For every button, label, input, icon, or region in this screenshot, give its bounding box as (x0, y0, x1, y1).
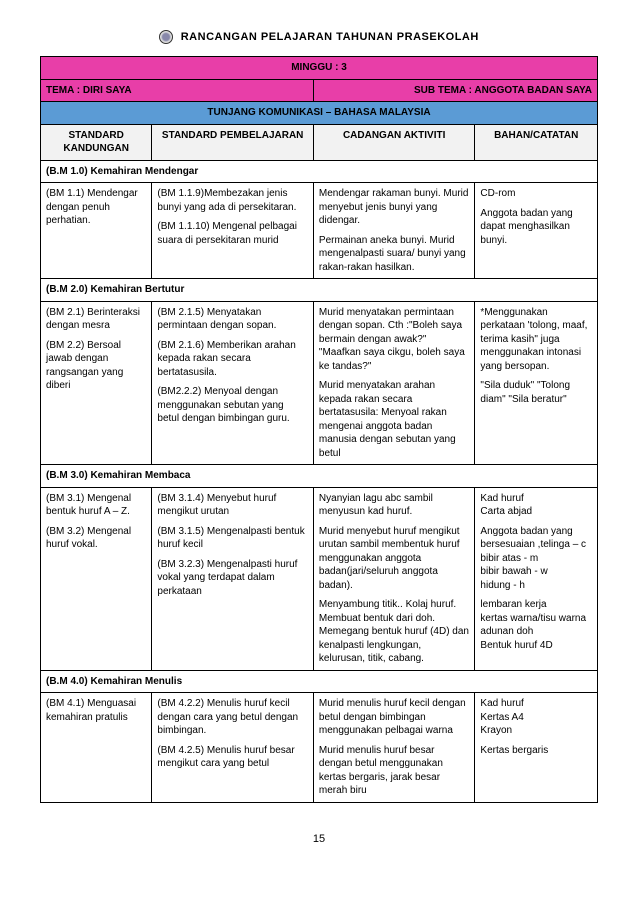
cell-bahan: CD-rom Anggota badan yang dapat menghasi… (475, 183, 598, 279)
doc-title: RANCANGAN PELAJARAN TAHUNAN PRASEKOLAH (40, 30, 598, 44)
cell-bahan: *Menggunakan perkataan 'tolong, maaf, te… (475, 301, 598, 465)
cell-bahan: Kad hurufKertas A4Krayon Kertas bergaris (475, 693, 598, 803)
page-number: 15 (40, 833, 598, 845)
table-row: (BM 1.1) Mendengar dengan penuh perhatia… (41, 183, 598, 279)
cell-bahan: Kad hurufCarta abjad Anggota badan yang … (475, 487, 598, 670)
cell-pembelajaran: (BM 2.1.5) Menyatakan permintaan dengan … (152, 301, 314, 465)
cell-aktiviti: Murid menyatakan permintaan dengan sopan… (313, 301, 475, 465)
cell-kandungan: (BM 1.1) Mendengar dengan penuh perhatia… (41, 183, 152, 279)
cell-pembelajaran: (BM 3.1.4) Menyebut huruf mengikut uruta… (152, 487, 314, 670)
table-row: (BM 3.1) Mengenal bentuk huruf A – Z. (B… (41, 487, 598, 670)
cell-aktiviti: Mendengar rakaman bunyi. Murid menyebut … (313, 183, 475, 279)
section-heading: (B.M 2.0) Kemahiran Bertutur (41, 279, 598, 302)
tunjang-cell: TUNJANG KOMUNIKASI – BAHASA MALAYSIA (41, 102, 598, 125)
cell-kandungan: (BM 4.1) Menguasai kemahiran pratulis (41, 693, 152, 803)
section-heading: (B.M 4.0) Kemahiran Menulis (41, 670, 598, 693)
section-heading: (B.M 1.0) Kemahiran Mendengar (41, 160, 598, 183)
header-bahan: BAHAN/CATATAN (475, 124, 598, 160)
header-cadangan-aktiviti: CADANGAN AKTIVITI (313, 124, 475, 160)
cell-aktiviti: Nyanyian lagu abc sambil menyusun kad hu… (313, 487, 475, 670)
doc-title-text: RANCANGAN PELAJARAN TAHUNAN PRASEKOLAH (181, 31, 479, 43)
week-cell: MINGGU : 3 (41, 57, 598, 80)
lesson-plan-table: MINGGU : 3 TEMA : DIRI SAYA SUB TEMA : A… (40, 56, 598, 803)
header-standard-kandungan: STANDARD KANDUNGAN (41, 124, 152, 160)
cell-kandungan: (BM 3.1) Mengenal bentuk huruf A – Z. (B… (41, 487, 152, 670)
cell-kandungan: (BM 2.1) Berinteraksi dengan mesra (BM 2… (41, 301, 152, 465)
cell-pembelajaran: (BM 4.2.2) Menulis huruf kecil dengan ca… (152, 693, 314, 803)
cell-aktiviti: Murid menulis huruf kecil dengan betul d… (313, 693, 475, 803)
logo-icon (159, 30, 173, 44)
table-row: (BM 2.1) Berinteraksi dengan mesra (BM 2… (41, 301, 598, 465)
section-heading: (B.M 3.0) Kemahiran Membaca (41, 465, 598, 488)
table-row: (BM 4.1) Menguasai kemahiran pratulis (B… (41, 693, 598, 803)
header-standard-pembelajaran: STANDARD PEMBELAJARAN (152, 124, 314, 160)
subtema-cell: SUB TEMA : ANGGOTA BADAN SAYA (313, 79, 597, 102)
tema-cell: TEMA : DIRI SAYA (41, 79, 314, 102)
cell-pembelajaran: (BM 1.1.9)Membezakan jenis bunyi yang ad… (152, 183, 314, 279)
